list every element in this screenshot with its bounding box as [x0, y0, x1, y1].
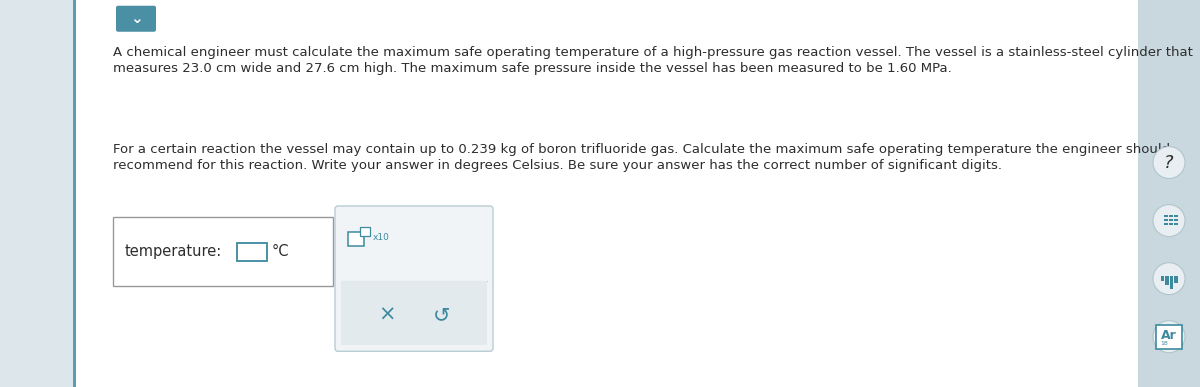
Text: ↺: ↺ [433, 305, 450, 325]
Bar [1169, 219, 1172, 221]
Bar [1165, 276, 1169, 285]
Bar [1174, 223, 1177, 225]
Text: recommend for this reaction. Write your answer in degrees Celsius. Be sure your : recommend for this reaction. Write your … [113, 159, 1002, 172]
Bar [1169, 214, 1172, 217]
Bar [1174, 276, 1177, 283]
FancyBboxPatch shape [116, 6, 156, 32]
Bar [1169, 223, 1172, 225]
Bar [348, 232, 364, 246]
Bar [73, 0, 1138, 387]
Bar [1164, 223, 1168, 225]
Text: ×: × [378, 305, 395, 325]
Text: temperature:: temperature: [125, 244, 222, 259]
Text: °C: °C [272, 244, 289, 259]
Bar [1170, 276, 1174, 289]
Circle shape [1153, 147, 1186, 178]
Bar [1164, 219, 1168, 221]
Circle shape [1153, 263, 1186, 295]
Circle shape [1153, 205, 1186, 236]
Text: measures 23.0 cm wide and 27.6 cm high. The maximum safe pressure inside the ves: measures 23.0 cm wide and 27.6 cm high. … [113, 62, 952, 75]
Bar [1138, 0, 1200, 387]
Text: A chemical engineer must calculate the maximum safe operating temperature of a h: A chemical engineer must calculate the m… [113, 46, 1193, 60]
Bar [113, 217, 334, 286]
FancyBboxPatch shape [335, 206, 493, 351]
Bar [1160, 276, 1164, 281]
Circle shape [1153, 321, 1186, 353]
Bar [1174, 219, 1177, 221]
Bar [238, 243, 266, 260]
Text: ?: ? [1164, 154, 1174, 171]
Bar [1164, 214, 1168, 217]
FancyBboxPatch shape [1156, 325, 1182, 349]
Text: Ar: Ar [1162, 329, 1177, 342]
Bar [73, 0, 76, 387]
Text: x10: x10 [373, 233, 390, 242]
Text: ⌄: ⌄ [130, 11, 143, 26]
Text: For a certain reaction the vessel may contain up to 0.239 kg of boron trifluorid: For a certain reaction the vessel may co… [113, 143, 1170, 156]
Bar [360, 227, 370, 236]
Bar [1174, 214, 1177, 217]
Text: 18: 18 [1160, 341, 1168, 346]
Bar [341, 281, 487, 345]
